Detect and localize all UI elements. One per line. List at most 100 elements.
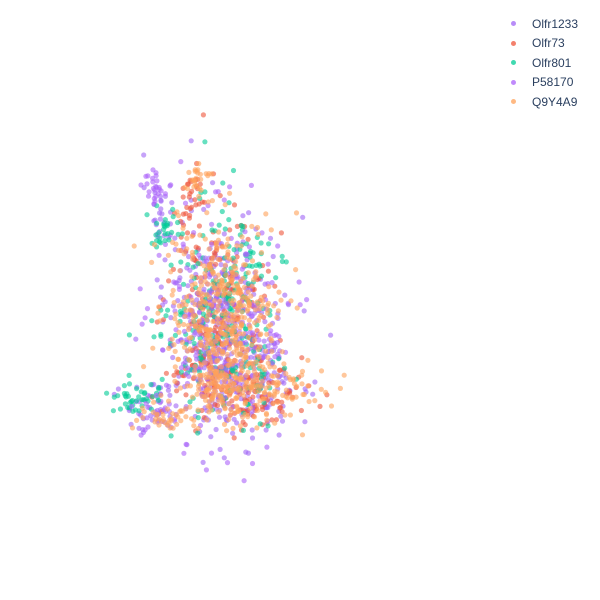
scatter-point-q9y4a9 [181, 251, 187, 257]
scatter-point-q9y4a9 [186, 169, 192, 175]
scatter-point-q9y4a9 [192, 281, 198, 287]
scatter-point-q9y4a9 [214, 334, 220, 340]
scatter-point-q9y4a9 [235, 317, 241, 323]
scatter-point-olfr1233 [221, 455, 227, 461]
legend-item-q9y4a9[interactable]: Q9Y4A9 [505, 92, 578, 112]
scatter-point-olfr73 [278, 404, 284, 410]
scatter-point-q9y4a9 [238, 243, 244, 249]
scatter-point-q9y4a9 [293, 210, 300, 216]
scatter-point-olfr1233 [136, 425, 142, 431]
scatter-point-olfr801 [121, 383, 127, 389]
scatter-point-olfr1233 [173, 403, 179, 409]
scatter-point-q9y4a9 [172, 378, 178, 384]
scatter-point-olfr1233 [261, 338, 267, 344]
scatter-point-q9y4a9 [160, 412, 166, 418]
scatter-point-olfr73 [277, 367, 283, 373]
scatter-point-q9y4a9 [192, 321, 198, 327]
scatter-point-olfr1233 [328, 332, 334, 338]
scatter-point-olfr73 [174, 369, 180, 375]
scatter-point-q9y4a9 [164, 422, 170, 428]
scatter-point-olfr801 [187, 399, 193, 405]
scatter-point-q9y4a9 [184, 294, 190, 300]
scatter-point-p58170 [248, 182, 254, 188]
scatter-point-p58170 [208, 450, 215, 456]
scatter-point-p58170 [297, 302, 303, 308]
scatter-point-q9y4a9 [237, 290, 243, 296]
scatter-point-olfr1233 [200, 459, 206, 465]
scatter-point-olfr801 [154, 220, 160, 226]
scatter-point-q9y4a9 [196, 193, 202, 199]
scatter-point-q9y4a9 [254, 425, 260, 431]
scatter-point-q9y4a9 [239, 314, 245, 320]
scatter-point-q9y4a9 [275, 399, 281, 405]
scatter-point-olfr1233 [276, 432, 282, 438]
scatter-point-q9y4a9 [195, 425, 201, 432]
scatter-point-olfr801 [123, 394, 129, 400]
scatter-point-olfr1233 [208, 434, 214, 440]
scatter-point-q9y4a9 [177, 268, 183, 274]
legend-item-olfr73[interactable]: Olfr73 [505, 34, 578, 54]
scatter-point-q9y4a9 [209, 397, 215, 403]
scatter-point-olfr73 [166, 278, 172, 284]
scatter-point-q9y4a9 [232, 322, 239, 329]
legend-item-olfr1233[interactable]: Olfr1233 [505, 14, 578, 34]
scatter-point-olfr1233 [221, 231, 227, 237]
scatter-point-q9y4a9 [226, 416, 232, 423]
scatter-point-q9y4a9 [221, 267, 227, 273]
scatter-point-olfr801 [279, 258, 285, 265]
scatter-point-q9y4a9 [168, 269, 174, 275]
scatter-point-q9y4a9 [215, 409, 221, 415]
scatter-point-q9y4a9 [165, 252, 171, 258]
scatter-point-q9y4a9 [248, 383, 254, 389]
scatter-point-q9y4a9 [256, 354, 262, 360]
scatter-point-q9y4a9 [203, 345, 209, 351]
scatter-point-q9y4a9 [183, 414, 189, 420]
scatter-point-olfr801 [168, 262, 174, 268]
scatter-point-q9y4a9 [224, 384, 230, 390]
scatter-point-q9y4a9 [259, 378, 265, 384]
scatter-point-q9y4a9 [234, 308, 240, 314]
scatter-point-p58170 [196, 252, 202, 258]
scatter-point-q9y4a9 [171, 300, 177, 306]
scatter-point-olfr801 [151, 334, 157, 340]
scatter-point-q9y4a9 [185, 322, 191, 329]
scatter-point-q9y4a9 [214, 351, 220, 357]
scatter-point-olfr1233 [201, 206, 207, 212]
scatter-point-q9y4a9 [172, 316, 178, 322]
scatter-point-olfr801 [257, 421, 263, 427]
scatter-point-olfr801 [126, 332, 132, 338]
scatter-point-olfr801 [159, 376, 165, 382]
scatter-point-olfr73 [174, 388, 180, 394]
scatter-point-q9y4a9 [195, 326, 202, 332]
scatter-point-p58170 [265, 261, 271, 267]
scatter-point-olfr1233 [270, 253, 276, 260]
scatter-point-olfr801 [230, 368, 236, 374]
scatter-point-q9y4a9 [283, 371, 289, 377]
scatter-point-olfr1233 [262, 319, 268, 325]
legend-item-olfr801[interactable]: Olfr801 [505, 53, 578, 73]
scatter-point-q9y4a9 [166, 417, 173, 423]
scatter-point-p58170 [241, 478, 247, 484]
scatter-point-olfr1233 [310, 391, 316, 397]
scatter-point-q9y4a9 [318, 386, 324, 392]
scatter-point-q9y4a9 [189, 274, 195, 280]
scatter-point-q9y4a9 [247, 405, 253, 411]
scatter-point-q9y4a9 [252, 372, 258, 379]
scatter-point-olfr801 [141, 390, 147, 397]
scatter-point-olfr801 [177, 308, 183, 315]
legend-item-p58170[interactable]: P58170 [505, 73, 578, 93]
scatter-point-q9y4a9 [216, 229, 222, 235]
scatter-point-q9y4a9 [192, 301, 198, 307]
scatter-point-q9y4a9 [175, 247, 182, 253]
scatter-point-q9y4a9 [196, 387, 202, 393]
scatter-point-p58170 [184, 365, 191, 371]
scatter-point-q9y4a9 [215, 272, 221, 278]
scatter-point-p58170 [194, 349, 200, 355]
scatter-point-olfr73 [298, 407, 304, 414]
scatter-point-q9y4a9 [257, 344, 263, 350]
scatter-point-q9y4a9 [172, 364, 178, 370]
scatter-point-olfr1233 [312, 379, 318, 385]
scatter-point-olfr801 [209, 227, 215, 233]
scatter-point-q9y4a9 [216, 346, 222, 353]
scatter-point-q9y4a9 [210, 318, 216, 325]
